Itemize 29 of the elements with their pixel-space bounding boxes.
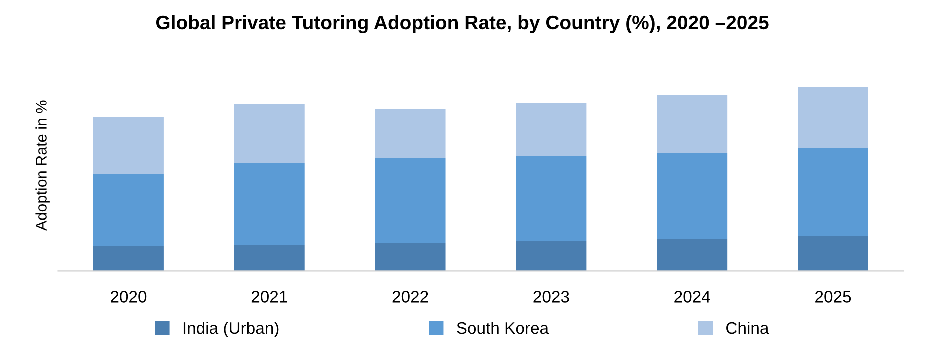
bar bbox=[375, 158, 446, 244]
bar bbox=[657, 239, 728, 272]
bar bbox=[375, 109, 446, 158]
bar bbox=[798, 236, 868, 272]
bar bbox=[375, 243, 446, 272]
bar bbox=[234, 104, 305, 164]
bar bbox=[657, 153, 728, 240]
x-tick-label: 2023 bbox=[534, 291, 570, 303]
bar bbox=[516, 103, 587, 156]
bar bbox=[234, 245, 305, 272]
bar bbox=[94, 117, 164, 174]
x-tick-label: 2021 bbox=[252, 291, 288, 303]
bar bbox=[234, 163, 305, 246]
chart-title: Global Private Tutoring Adoption Rate, by Country (%), 2020 –2025 bbox=[156, 15, 769, 34]
legend-label: China bbox=[726, 322, 770, 334]
bar bbox=[94, 174, 164, 246]
bar bbox=[94, 246, 164, 272]
legend-label: India (Urban) bbox=[184, 322, 279, 338]
x-tick-label: 2025 bbox=[816, 291, 852, 303]
legend-label: South Korea bbox=[457, 322, 550, 334]
bar bbox=[657, 95, 728, 154]
x-tick-label: 2022 bbox=[392, 291, 428, 303]
bar bbox=[798, 148, 868, 236]
bar bbox=[516, 156, 587, 242]
x-tick-label: 2024 bbox=[674, 291, 710, 303]
bar bbox=[798, 87, 868, 148]
bar bbox=[516, 241, 587, 272]
y-axis-title: Adoption Rate in % bbox=[36, 100, 50, 231]
x-tick-label: 2020 bbox=[111, 291, 147, 303]
